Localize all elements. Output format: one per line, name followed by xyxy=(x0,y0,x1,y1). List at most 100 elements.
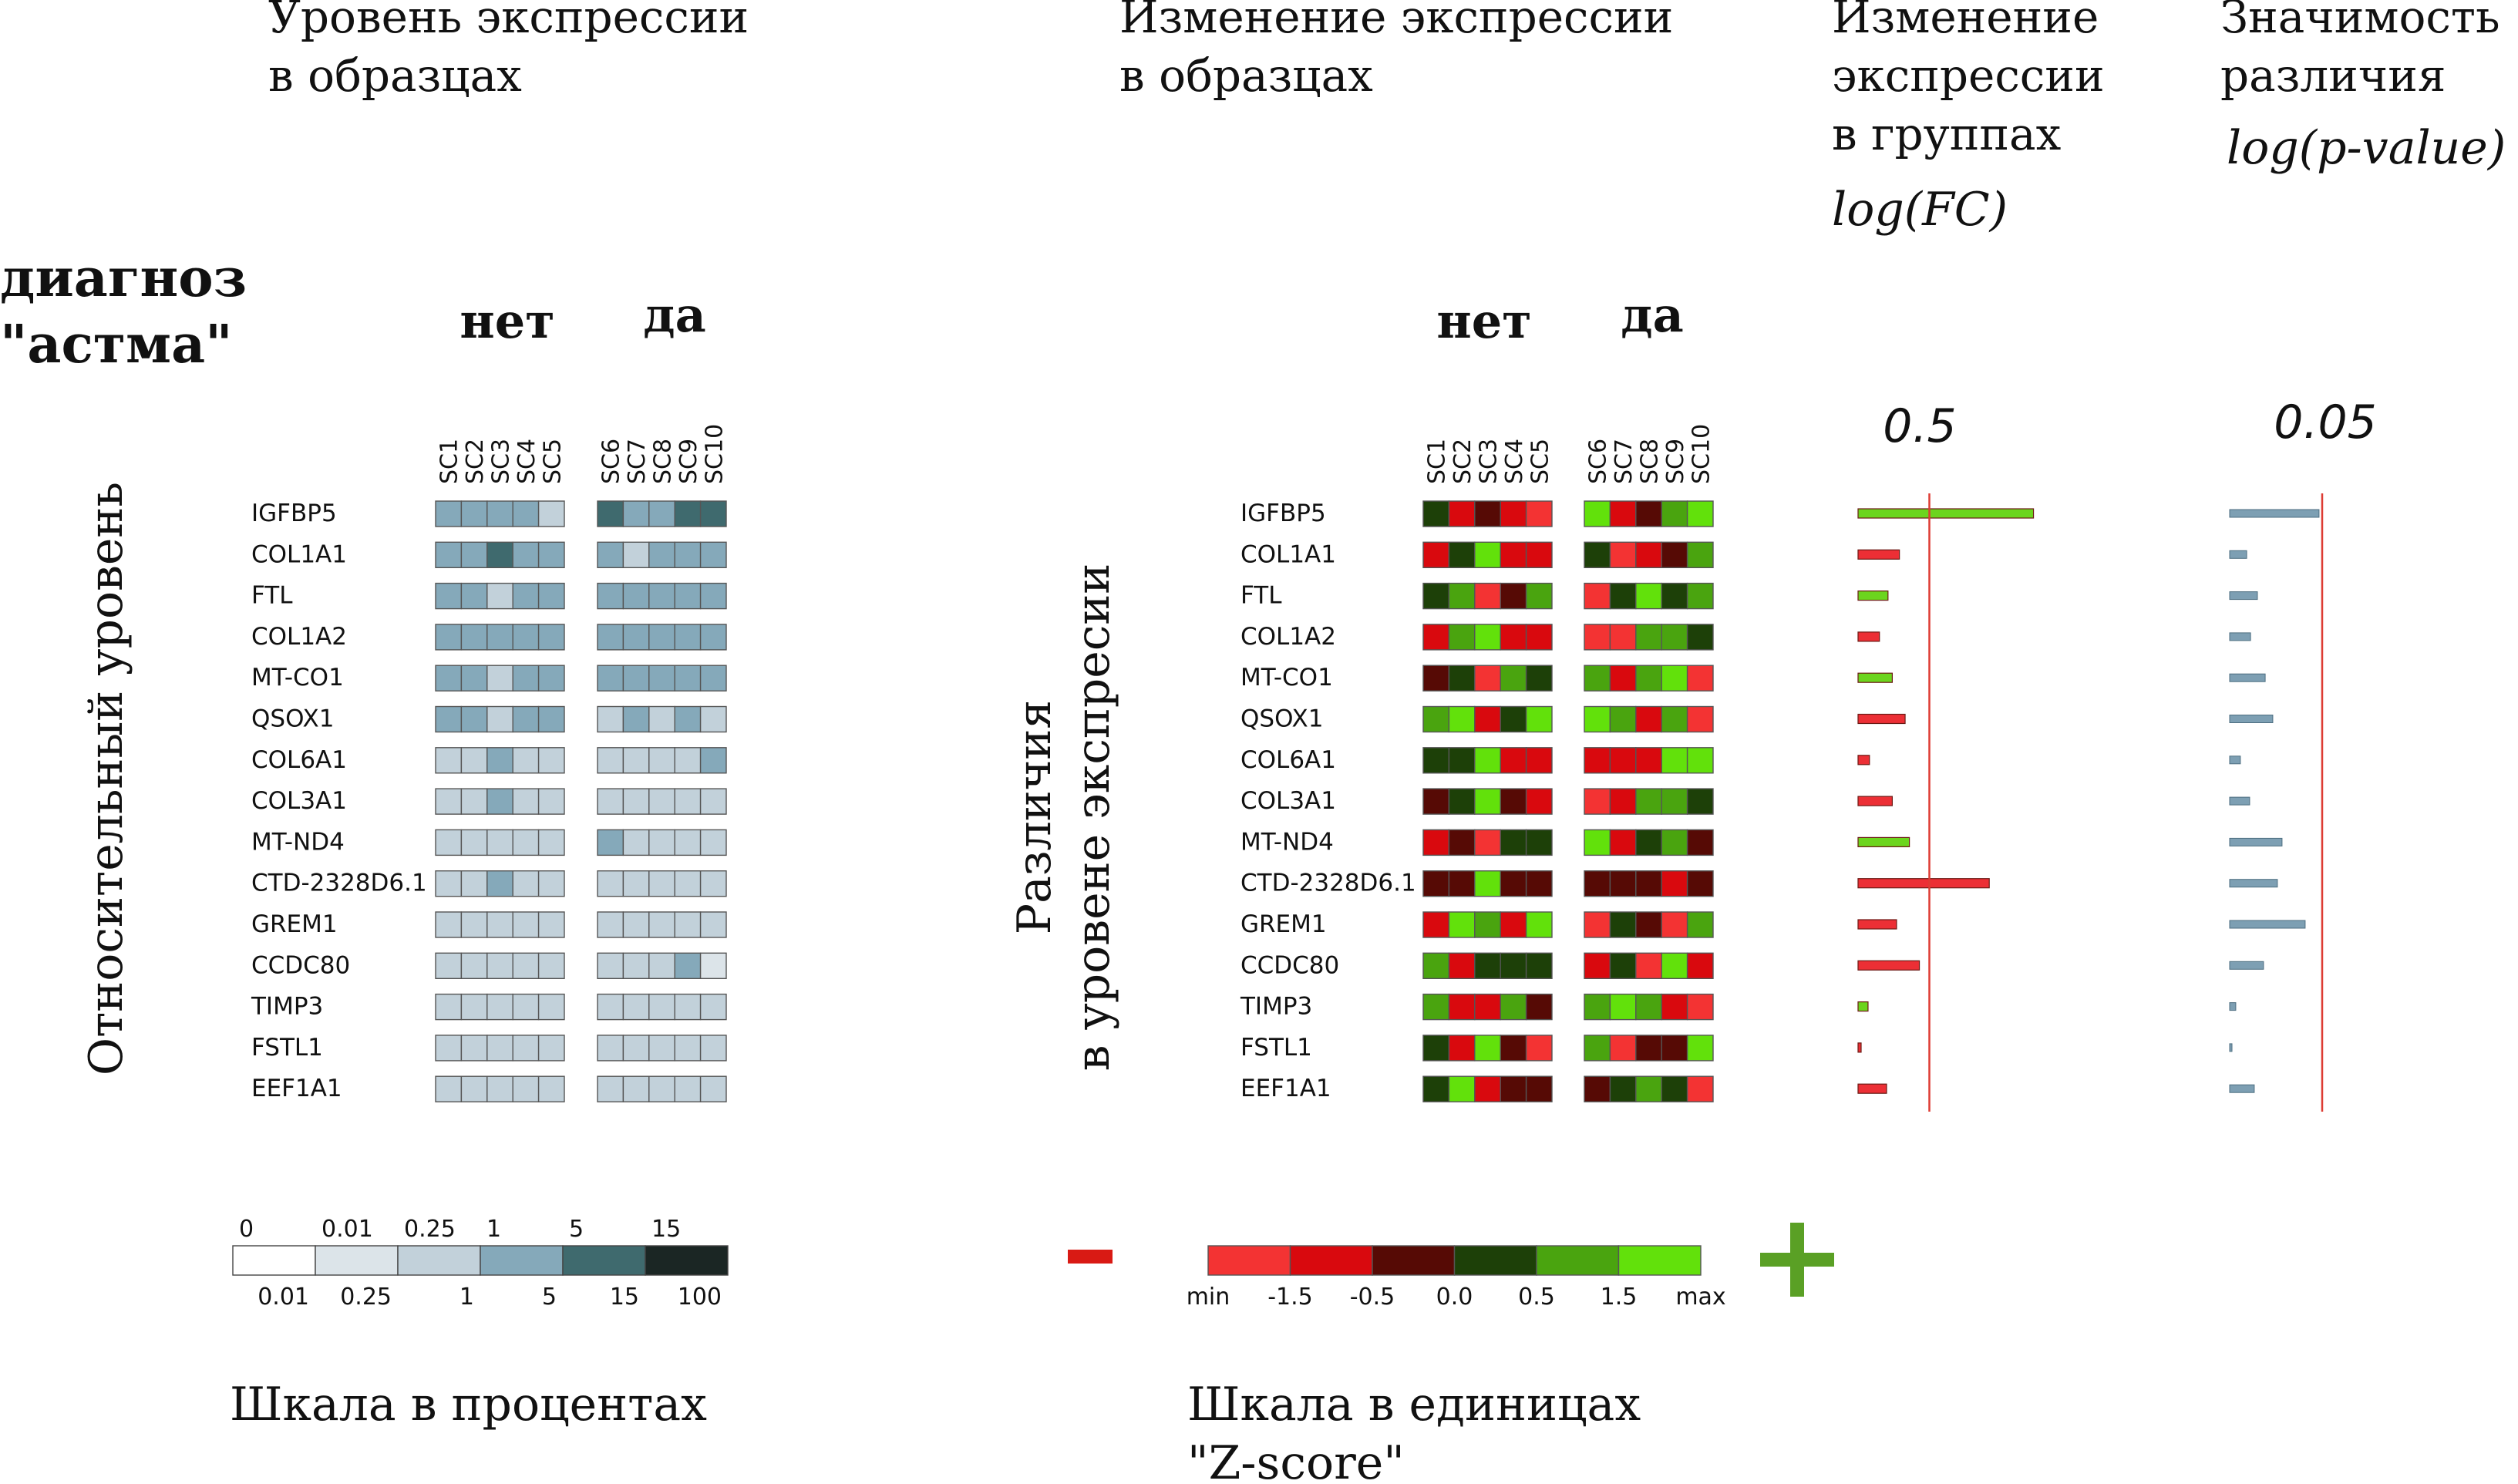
gene-label: COL6A1 xyxy=(251,746,347,774)
gene-label: COL6A1 xyxy=(1240,746,1336,774)
heatmap-cell xyxy=(1609,788,1637,815)
heatmap-cell xyxy=(1661,624,1688,651)
heatmap-cell xyxy=(1686,747,1714,774)
heatmap-cell xyxy=(1661,1035,1688,1062)
heatmap-cell xyxy=(1584,541,1611,568)
heatmap-cell xyxy=(435,952,463,980)
heatmap-cell xyxy=(1422,582,1450,610)
heatmap-cell xyxy=(1661,500,1688,527)
gene-label: GREM1 xyxy=(251,910,338,938)
fc-threshold-label: 0.5 xyxy=(1883,399,1956,453)
heatmap-cell xyxy=(1474,624,1501,651)
heatmap-cell xyxy=(435,541,463,568)
heatmap-cell xyxy=(622,1075,650,1102)
gene-label: CCDC80 xyxy=(1240,951,1339,979)
heatmap-cell xyxy=(486,705,513,733)
sample-label: SC7 xyxy=(1611,439,1638,484)
heatmap-cell xyxy=(597,993,624,1021)
gene-label: FTL xyxy=(1240,582,1282,610)
heatmap-cell xyxy=(1500,788,1527,815)
heatmap-cell xyxy=(1448,911,1476,938)
heatmap-cell xyxy=(674,1035,702,1062)
heatmap-cell xyxy=(1584,952,1611,980)
heatmap-cell xyxy=(1661,870,1688,897)
heatmap-cell xyxy=(622,870,650,897)
heatmap-cell xyxy=(1686,624,1714,651)
heatmap-cell xyxy=(674,1075,702,1102)
heatmap-cell xyxy=(1474,911,1501,938)
heatmap-cell xyxy=(1525,500,1553,527)
heatmap-cell xyxy=(1500,624,1527,651)
fc-bar xyxy=(1857,508,2035,519)
heatmap-cell xyxy=(1500,952,1527,980)
heatmap-cell xyxy=(674,665,702,692)
heatmap-cell xyxy=(597,665,624,692)
mid-panel-title-line2: в образцах xyxy=(1119,49,1373,102)
heatmap-cell xyxy=(648,911,675,938)
heatmap-cell xyxy=(1422,624,1450,651)
heatmap-cell xyxy=(486,1075,513,1102)
heatmap-cell xyxy=(622,705,650,733)
heatmap-cell xyxy=(699,1075,727,1102)
heatmap-cell xyxy=(1686,541,1714,568)
heatmap-cell xyxy=(1584,1035,1611,1062)
heatmap-cell xyxy=(648,747,675,774)
heatmap-cell xyxy=(435,870,463,897)
heatmap-cell xyxy=(699,624,727,651)
heatmap-cell xyxy=(435,788,463,815)
heatmap-cell xyxy=(597,705,624,733)
heatmap-cell xyxy=(486,829,513,856)
heatmap-cell xyxy=(674,541,702,568)
heatmap-cell xyxy=(1525,541,1553,568)
heatmap-cell xyxy=(1422,665,1450,692)
heatmap-cell xyxy=(1474,1035,1501,1062)
heatmap-cell xyxy=(1609,1075,1637,1102)
heatmap-cell xyxy=(1686,1075,1714,1102)
heatmap-cell xyxy=(1448,829,1476,856)
heatmap-cell xyxy=(1584,705,1611,733)
heatmap-cell xyxy=(597,829,624,856)
heatmap-cell xyxy=(1686,952,1714,980)
heatmap-cell xyxy=(512,1075,540,1102)
heatmap-cell xyxy=(1422,870,1450,897)
heatmap-cell xyxy=(648,952,675,980)
heatmap-cell xyxy=(699,665,727,692)
heatmap-cell xyxy=(674,624,702,651)
heatmap-cell xyxy=(1686,705,1714,733)
left-panel-title-line1: Уровень экспрессии xyxy=(268,0,749,43)
heatmap-cell xyxy=(674,788,702,815)
zscore-color-legend: min -1.5 -0.5 0.0 0.5 1.5 max xyxy=(1187,1245,1726,1311)
pvalue-bar xyxy=(2229,879,2278,888)
heatmap-cell xyxy=(537,665,565,692)
heatmap-cell xyxy=(674,911,702,938)
heatmap-cell xyxy=(1474,665,1501,692)
fc-bar xyxy=(1857,672,1894,683)
heatmap-cell xyxy=(537,993,565,1021)
zscore-scale-caption-line2: "Z-score" xyxy=(1187,1436,1405,1480)
heatmap-cell xyxy=(1635,705,1662,733)
heatmap-cell xyxy=(1474,705,1501,733)
mid-y-axis-label-line2: в уровене экспресии xyxy=(1066,564,1120,1072)
heatmap-cell xyxy=(1422,952,1450,980)
percent-legend-swatch xyxy=(315,1245,399,1276)
heatmap-cell xyxy=(1584,582,1611,610)
zscore-legend-swatch xyxy=(1618,1245,1702,1276)
heatmap-cell xyxy=(1474,870,1501,897)
heatmap-cell xyxy=(1686,582,1714,610)
heatmap-cell xyxy=(1609,582,1637,610)
percent-legend-top-label: 0.01 xyxy=(321,1216,373,1243)
heatmap-cell xyxy=(512,829,540,856)
heatmap-cell xyxy=(1686,1035,1714,1062)
percent-legend-bottom-label: 0.01 xyxy=(258,1284,309,1311)
zscore-legend-swatch xyxy=(1536,1245,1620,1276)
heatmap-cell xyxy=(1500,705,1527,733)
heatmap-cell xyxy=(622,993,650,1021)
heatmap-cell xyxy=(435,624,463,651)
sample-label: SC3 xyxy=(488,439,515,484)
percent-legend-bottom-label: 100 xyxy=(678,1284,722,1311)
sample-label: SC2 xyxy=(1449,439,1476,484)
pvalue-bar xyxy=(2229,837,2283,846)
heatmap-cell xyxy=(486,993,513,1021)
gene-label: IGFBP5 xyxy=(251,500,337,527)
heatmap-cell xyxy=(1635,1075,1662,1102)
